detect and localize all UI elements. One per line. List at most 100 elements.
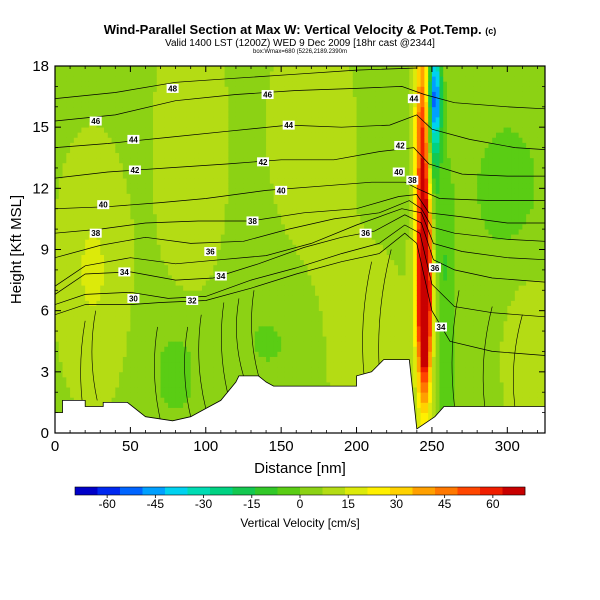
w-cell [137,86,143,92]
w-cell [66,208,71,215]
w-cell [153,86,158,92]
w-cell [122,274,128,281]
w-cell [141,218,146,225]
w-cell [141,325,146,332]
w-cell [254,188,259,194]
w-cell [70,361,75,368]
w-cell [55,341,60,347]
w-cell [292,147,297,154]
w-cell [164,382,169,388]
w-cell [122,173,128,179]
w-cell [284,254,290,261]
w-cell [303,382,308,388]
w-cell [145,162,150,169]
w-cell [269,208,275,215]
w-cell [100,346,105,352]
w-cell [220,71,226,77]
w-cell [292,86,297,92]
w-cell [239,122,244,128]
w-cell [273,76,278,82]
w-cell [202,376,207,383]
w-cell [296,152,301,159]
w-cell [62,101,67,108]
w-cell [307,86,312,92]
w-cell [149,392,154,398]
w-cell [220,203,226,210]
w-cell [251,351,256,357]
w-cell [300,106,305,113]
w-cell [262,106,267,113]
w-cell [213,218,218,225]
w-cell [254,106,259,113]
w-cell [224,295,229,301]
w-cell [190,81,195,87]
w-cell [202,315,207,322]
w-cell [107,356,112,363]
w-cell [119,341,124,347]
w-cell [281,356,286,363]
w-cell [104,96,109,103]
w-cell [164,198,169,205]
w-cell [232,208,237,215]
w-cell [149,371,154,378]
w-cell [258,183,263,189]
w-cell [266,290,271,296]
w-cell [153,376,158,383]
w-cell [235,178,241,184]
w-cell [258,76,263,82]
w-cell [179,81,184,87]
w-cell [239,315,244,322]
w-cell [88,336,94,342]
w-cell [269,127,275,133]
w-cell [194,234,199,240]
w-cell [134,280,139,286]
w-cell [104,249,109,255]
w-cell [58,193,63,199]
w-cell [58,157,63,164]
w-cell [141,376,146,383]
w-cell [119,244,124,250]
w-cell [209,224,214,230]
w-cell [179,157,184,164]
w-cell [232,173,237,179]
w-cell [179,203,184,210]
w-cell [115,376,120,383]
w-cell [198,239,203,245]
w-cell [205,137,210,143]
w-cell [213,254,218,261]
w-cell [145,86,150,92]
w-cell [269,280,275,286]
w-cell [179,320,184,327]
w-cell [224,254,229,261]
w-cell [164,336,169,342]
w-cell [119,331,124,337]
w-cell [300,320,305,327]
w-cell [190,351,195,357]
w-cell [228,280,233,286]
w-cell [134,66,139,72]
w-cell [198,269,203,276]
w-cell [153,142,158,148]
w-cell [220,249,226,255]
w-cell [171,152,177,159]
w-cell [198,402,203,408]
w-cell [179,183,184,189]
w-cell [269,320,275,327]
w-cell [164,351,169,357]
w-cell [247,290,252,296]
w-cell [70,351,75,357]
w-cell [311,91,316,97]
w-cell [70,81,75,87]
w-cell [77,346,82,352]
w-cell [70,101,75,108]
w-cell [122,356,128,363]
w-cell [194,193,199,199]
w-cell [292,96,297,103]
w-cell [66,152,71,159]
w-cell [70,387,75,393]
w-cell [273,147,278,154]
w-cell [220,331,226,337]
w-cell [251,244,256,250]
w-cell [58,208,63,215]
w-cell [254,310,259,317]
